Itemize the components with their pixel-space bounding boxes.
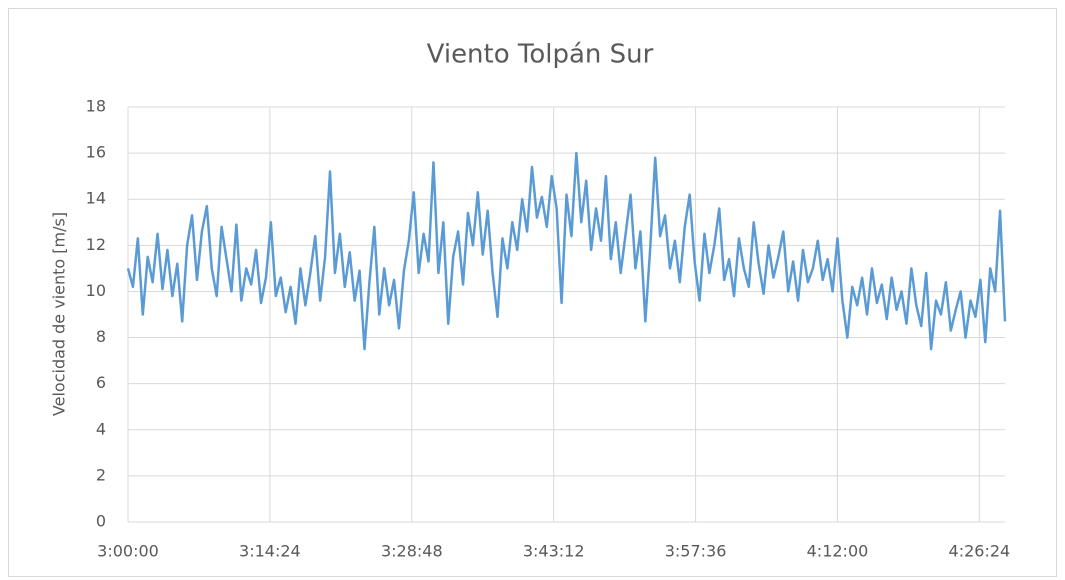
y-tick-label: 8 <box>96 327 106 346</box>
x-tick-label: 3:00:00 <box>97 542 159 561</box>
x-tick-label: 3:14:24 <box>239 542 301 561</box>
x-tick-label: 4:12:00 <box>807 542 869 561</box>
y-tick-label: 12 <box>86 235 106 254</box>
y-tick-label: 6 <box>96 373 106 392</box>
y-tick-label: 4 <box>96 419 106 438</box>
x-tick-label: 3:57:36 <box>665 542 727 561</box>
y-tick-label: 10 <box>86 281 106 300</box>
x-tick-label: 3:28:48 <box>381 542 443 561</box>
y-tick-label: 18 <box>86 97 106 116</box>
x-tick-label: 3:43:12 <box>523 542 585 561</box>
chart-title: Viento Tolpán Sur <box>427 40 654 70</box>
y-tick-label: 2 <box>96 465 106 484</box>
y-tick-label: 0 <box>96 512 106 531</box>
x-tick-label: 4:26:24 <box>949 542 1011 561</box>
chart-border <box>8 8 1057 577</box>
data-line <box>126 151 1007 351</box>
y-tick-label: 14 <box>86 189 106 208</box>
y-axis-label: Velocidad de viento [m/s] <box>50 212 69 416</box>
y-tick-label: 16 <box>86 143 106 162</box>
